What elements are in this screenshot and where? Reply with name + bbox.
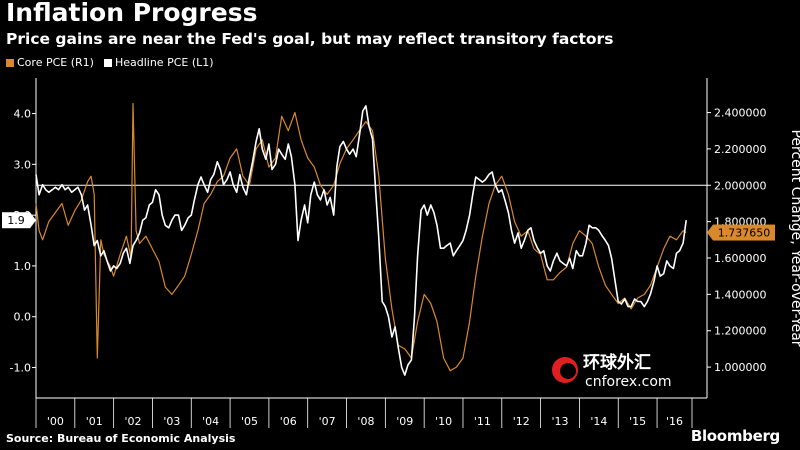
x-tick-label: '13 [552,415,569,428]
x-tick-label: '11 [474,415,491,428]
x-tick-label: '05 [241,415,258,428]
watermark-text-en: cnforex.com [585,374,672,390]
legend-label-core: Core PCE (R1) [17,56,94,69]
x-tick-label: '04 [202,415,219,428]
x-tick-label: '09 [396,415,413,428]
brand-logo: Bloomberg [690,427,780,445]
headline-last-value-tag-arrow [30,212,36,229]
watermark-text-cn: 环球外汇 [583,352,651,373]
x-tick-label: '10 [435,415,452,428]
legend-item-core: Core PCE (R1) [6,56,94,69]
y-left-tick-label: 0.0 [14,311,32,324]
legend: Core PCE (R1) Headline PCE (L1) [6,56,214,69]
y-right-tick-label: 2.200000 [714,143,767,156]
headline-last-value-tag [2,212,30,229]
x-tick-label: '08 [357,415,374,428]
y-right-axis-title: Percent Change, Year-over-Year [788,129,800,346]
y-right-tick-label: 1.600000 [714,252,767,265]
x-tick-label: '01 [86,415,103,428]
x-tick-label: '15 [629,415,646,428]
y-right-tick-label: 1.200000 [714,325,767,338]
headline-last-value-label: 1.9 [7,214,25,227]
y-right-tick-label: 2.000000 [714,179,767,192]
y-right-tick-label: 1.000000 [714,361,767,374]
x-tick-label: '03 [163,415,180,428]
y-left-tick-label: 3.0 [14,158,32,171]
x-tick-label: '14 [590,415,607,428]
x-tick-label: '02 [125,415,142,428]
chart-title: Inflation Progress [6,0,258,27]
y-left-tick-label: -1.0 [10,362,31,375]
x-tick-label: '06 [280,415,297,428]
x-tick-label: '12 [513,415,530,428]
y-left-tick-label: 1.0 [14,260,32,273]
x-tick-label: '00 [47,415,64,428]
y-left-tick-label: 4.0 [14,108,32,121]
legend-swatch-core [6,58,14,67]
core-last-value-tag [713,224,775,241]
x-tick-label: '07 [319,415,336,428]
series-line-headline-pce [35,105,687,376]
source-note: Source: Bureau of Economic Analysis [6,432,236,445]
y-right-tick-label: 2.400000 [714,107,767,120]
legend-swatch-headline [103,58,112,67]
chart-subtitle: Price gains are near the Fed's goal, but… [6,30,614,48]
y-right-tick-label: 1.400000 [714,288,767,301]
x-tick-label: '16 [666,415,683,428]
core-last-value-label: 1.737650 [718,227,771,240]
legend-label-headline: Headline PCE (L1) [114,56,214,69]
legend-item-headline: Headline PCE (L1) [103,56,214,69]
watermark-logo-icon-inner [560,363,576,379]
core-last-value-tag-arrow [707,224,713,241]
series-line-core-pce [35,102,687,372]
